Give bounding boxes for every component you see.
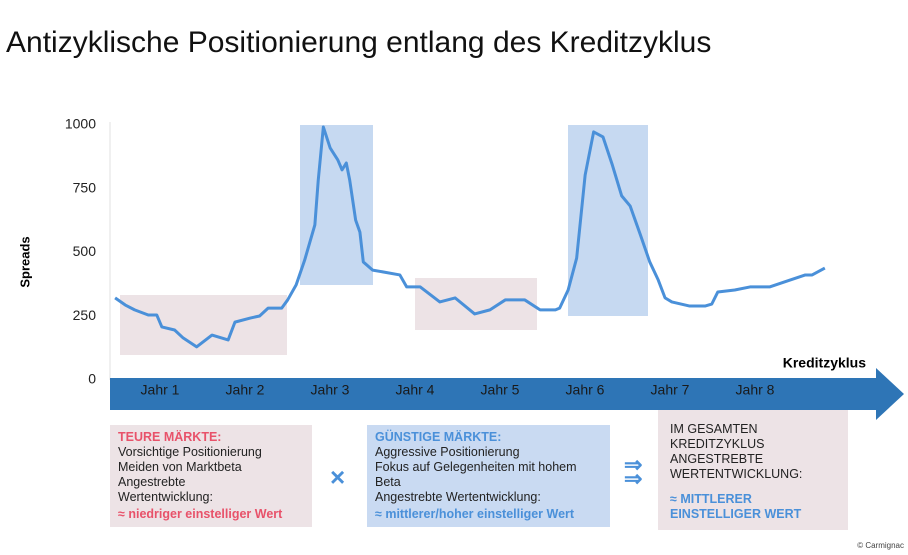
cycle-arrow	[110, 368, 904, 420]
expensive-zone	[120, 295, 287, 355]
times-symbol: ×	[330, 462, 346, 492]
x-category-label: Jahr 8	[736, 382, 775, 398]
box-highlight: EINSTELLIGER WERT	[670, 507, 802, 521]
box-line: IM GESAMTEN	[670, 422, 758, 436]
box-line: Angestrebte	[118, 475, 186, 489]
box-line: Beta	[375, 475, 401, 489]
box-line: Angestrebte Wertentwicklung:	[375, 490, 541, 504]
x-category-label: Jahr 2	[226, 382, 265, 398]
box-line: KREDITZYKLUS	[670, 437, 765, 451]
box-total: IM GESAMTEN KREDITZYKLUS ANGESTREBTE WERTEN…	[658, 408, 848, 530]
box-line: Fokus auf Gelegenheiten mit hohem	[375, 460, 577, 474]
box-line: WERTENTWICKLUNG:	[670, 467, 803, 481]
x-category-label: Jahr 3	[311, 382, 350, 398]
y-axis-label: Spreads	[17, 236, 32, 287]
box-line: Vorsichtige Positionierung	[118, 445, 262, 459]
box-heading: GÜNSTIGE MÄRKTE:	[375, 430, 502, 444]
equals-arrows: ⇒ ⇒	[624, 452, 643, 491]
cheap-zone	[300, 125, 373, 285]
box-line: Meiden von Marktbeta	[118, 460, 242, 474]
box-heading: TEURE MÄRKTE:	[118, 430, 222, 444]
x-category-label: Jahr 6	[566, 382, 605, 398]
box-line: Wertentwicklung:	[118, 490, 213, 504]
copyright: © Carmignac	[857, 541, 904, 550]
box-cheap: GÜNSTIGE MÄRKTE: Aggressive Positionierun…	[367, 425, 610, 527]
box-line: ANGESTREBTE	[670, 452, 764, 466]
y-tick-label: 250	[73, 307, 97, 323]
x-category-label: Jahr 4	[396, 382, 435, 398]
box-highlight: ≈ mittlerer/hoher einstelliger Wert	[375, 507, 575, 521]
x-category-label: Jahr 1	[141, 382, 180, 398]
x-category-label: Jahr 5	[481, 382, 520, 398]
y-tick-label: 1000	[65, 116, 96, 132]
box-highlight: ≈ niedriger einstelliger Wert	[118, 507, 283, 521]
chart-title: Antizyklische Positionierung entlang des…	[6, 26, 711, 59]
box-highlight: ≈ MITTLERER	[670, 492, 752, 506]
x-axis-label: Kreditzyklus	[783, 355, 866, 371]
expensive-zone	[415, 278, 537, 330]
box-line: Aggressive Positionierung	[375, 445, 520, 459]
y-tick-label: 500	[73, 243, 97, 259]
y-tick-label: 0	[88, 371, 96, 387]
spread-line	[114, 125, 826, 349]
y-tick-label: 750	[73, 179, 97, 195]
x-category-label: Jahr 7	[651, 382, 690, 398]
box-expensive: TEURE MÄRKTE: Vorsichtige Positionierung M…	[110, 425, 312, 527]
